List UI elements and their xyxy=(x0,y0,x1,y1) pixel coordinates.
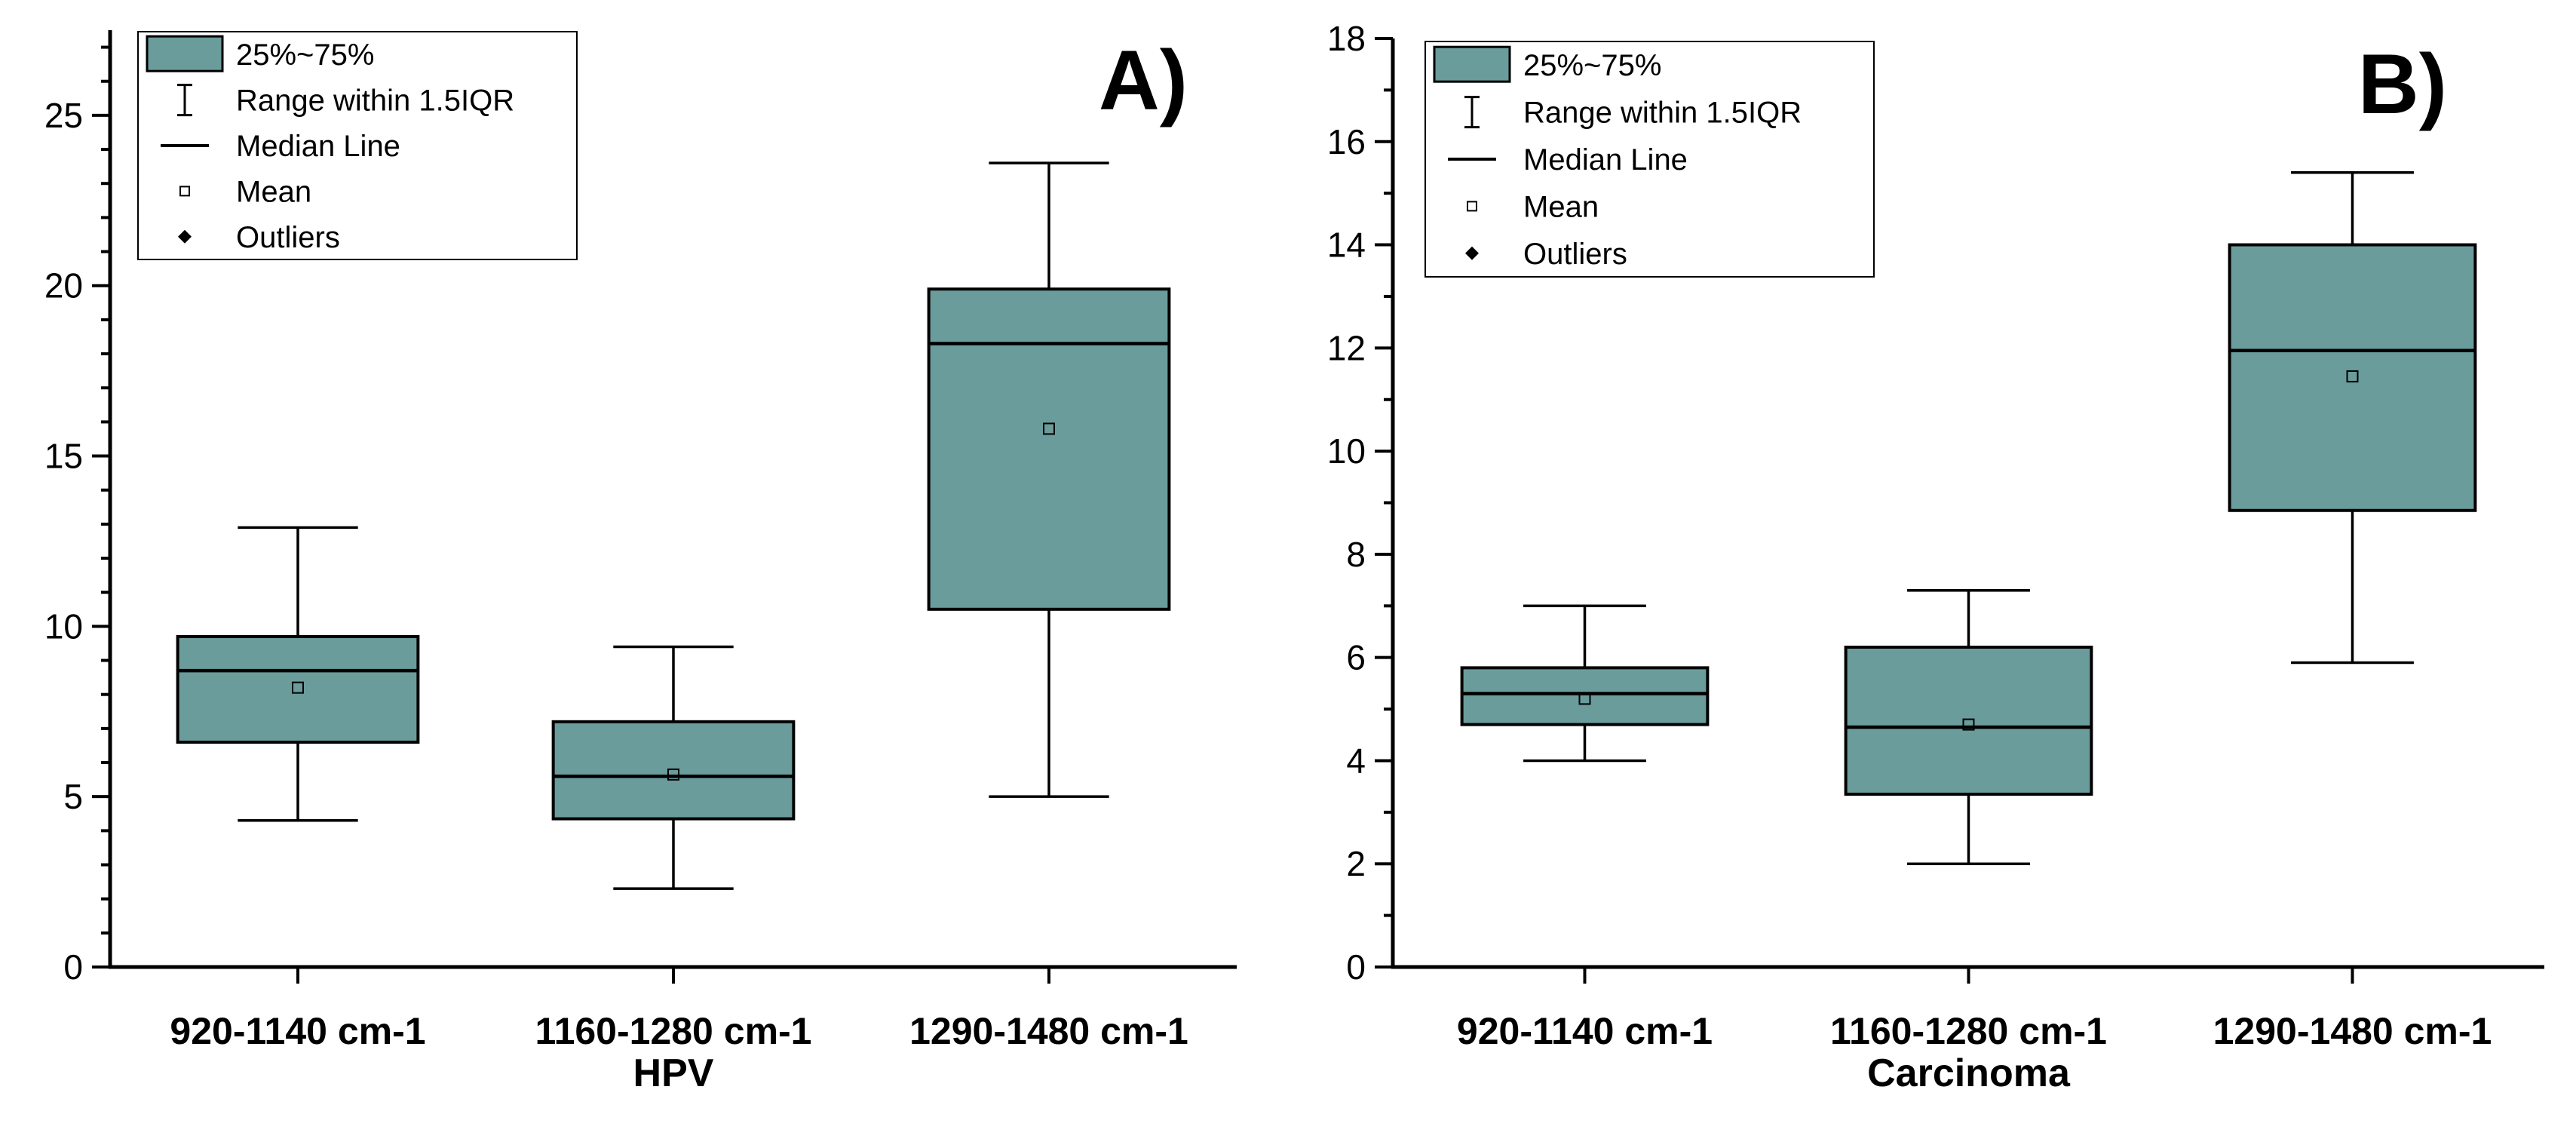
x-category-label: 1160-1280 cm-1 xyxy=(535,1010,812,1052)
legend-outlier-symbol xyxy=(1465,246,1479,260)
y-tick-label: 8 xyxy=(1346,535,1366,574)
box-plot-1 xyxy=(1460,604,1710,763)
legend-item-box: 25%~75% xyxy=(146,35,374,72)
y-tick-label: 2 xyxy=(1346,844,1366,883)
y-tick-label: 20 xyxy=(44,266,83,305)
legend-label: Median Line xyxy=(236,130,400,163)
iqr-box xyxy=(551,720,796,821)
box-plot-1 xyxy=(176,526,420,822)
box-plot-2 xyxy=(1844,589,2093,865)
x-category-label: 920-1140 cm-1 xyxy=(1457,1010,1713,1052)
iqr-box xyxy=(927,287,1171,611)
panel-a-hpv: 0 5 10 15 20 25 920-1140 cm-1 1160-1280 cm-1 129… xyxy=(44,30,1237,1095)
legend-label: Mean xyxy=(236,175,311,208)
legend-item-box: 25%~75% xyxy=(1433,45,1661,83)
legend-label: Range within 1.5IQR xyxy=(1523,97,1802,130)
legend-mean-symbol xyxy=(1467,201,1477,212)
y-tick-label: 12 xyxy=(1327,328,1366,367)
legend-label: Outliers xyxy=(1523,238,1627,271)
y-tick-label: 5 xyxy=(63,777,83,816)
box-plot-3 xyxy=(927,161,1171,798)
mean-marker xyxy=(667,768,679,781)
y-tick-label: 0 xyxy=(63,947,83,987)
box-plot-2 xyxy=(551,645,796,890)
legend-label: 25%~75% xyxy=(1523,49,1661,82)
x-category-label: 1160-1280 cm-1 xyxy=(1830,1010,2107,1052)
iqr-box xyxy=(1844,645,2093,796)
legend-item-line: Median Line xyxy=(161,130,400,163)
panel-b-carcinoma: 0 2 4 6 8 10 12 14 16 18 920-1140 cm-1 1160-1280 cm… xyxy=(1327,19,2544,1095)
legend-item-square: Mean xyxy=(1467,190,1599,223)
mean-marker xyxy=(2346,370,2359,382)
y-tick-label: 25 xyxy=(44,96,83,135)
y-tick-label: 14 xyxy=(1327,226,1366,265)
box-plot-3 xyxy=(2228,171,2477,665)
y-tick-label: 10 xyxy=(1327,431,1366,471)
legend-label: 25%~75% xyxy=(236,38,374,72)
legend-item-line: Median Line xyxy=(1448,143,1688,177)
y-tick-label: 10 xyxy=(44,606,83,646)
y-tick-label: 16 xyxy=(1327,122,1366,161)
legend-label: Outliers xyxy=(236,221,340,254)
mean-marker xyxy=(1043,422,1055,435)
legend-label: Range within 1.5IQR xyxy=(236,84,514,118)
legend-item-whisker: Range within 1.5IQR xyxy=(177,84,514,118)
x-axis-title: HPV xyxy=(633,1051,714,1095)
panel-label: B) xyxy=(2358,37,2447,131)
x-axis-title: Carcinoma xyxy=(1867,1051,2071,1095)
mean-marker xyxy=(1578,692,1591,705)
legend-outlier-symbol xyxy=(178,229,192,244)
panel-label: A) xyxy=(1099,33,1188,127)
legend-item-square: Mean xyxy=(179,175,311,208)
iqr-box xyxy=(2228,243,2477,512)
legend: 25%~75% Range within 1.5IQR Median Line Mea… xyxy=(137,31,578,260)
legend-item-diamond: Outliers xyxy=(178,221,340,254)
mean-marker xyxy=(1962,718,1975,731)
iqr-box xyxy=(176,634,420,744)
legend-label: Median Line xyxy=(1523,143,1688,177)
legend-label: Mean xyxy=(1523,190,1599,223)
x-category-label: 1290-1480 cm-1 xyxy=(909,1010,1188,1052)
iqr-box xyxy=(1460,666,1710,726)
legend-box-symbol xyxy=(1433,45,1511,83)
y-tick-label: 18 xyxy=(1327,19,1366,58)
legend: 25%~75% Range within 1.5IQR Median Line Mea… xyxy=(1424,41,1875,278)
y-tick-label: 15 xyxy=(44,437,83,476)
x-category-label: 1290-1480 cm-1 xyxy=(2213,1010,2492,1052)
legend-item-whisker: Range within 1.5IQR xyxy=(1464,96,1802,130)
legend-mean-symbol xyxy=(179,186,190,197)
y-tick-label: 0 xyxy=(1346,947,1366,987)
legend-box-symbol xyxy=(146,35,224,72)
mean-marker xyxy=(292,681,304,694)
y-tick-label: 4 xyxy=(1346,741,1366,780)
legend-item-diamond: Outliers xyxy=(1465,238,1627,271)
x-category-label: 920-1140 cm-1 xyxy=(170,1010,425,1052)
y-tick-label: 6 xyxy=(1346,638,1366,677)
